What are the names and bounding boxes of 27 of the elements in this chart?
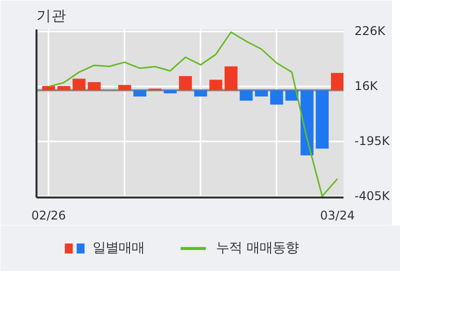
bar (254, 90, 268, 96)
bar (209, 80, 222, 90)
bar (88, 82, 101, 90)
y2-tick-label: 226K (354, 24, 386, 38)
bar (194, 90, 208, 96)
chart-title: 기관 (36, 8, 66, 24)
y2-tick-label: -405K (354, 189, 391, 204)
legend-label: 누적 매매동향 (216, 241, 298, 256)
bar (118, 84, 132, 90)
bar (178, 76, 192, 90)
y2-tick-label: 16K (354, 79, 379, 94)
y2-tick-label: -195K (354, 134, 391, 148)
bar (164, 90, 177, 94)
x-tick-label: 03/24 (320, 208, 355, 222)
bar (270, 90, 284, 105)
bar (240, 90, 253, 101)
x-tick-label: 02/26 (31, 208, 66, 222)
bar (300, 90, 314, 156)
bar (72, 78, 86, 90)
bar (330, 72, 344, 90)
bar (57, 86, 70, 90)
bar (316, 90, 329, 149)
legend-label: 일별매매 (92, 241, 144, 256)
bar (133, 90, 146, 96)
bar (42, 86, 56, 90)
line-series (48, 31, 338, 197)
bar (224, 66, 238, 90)
